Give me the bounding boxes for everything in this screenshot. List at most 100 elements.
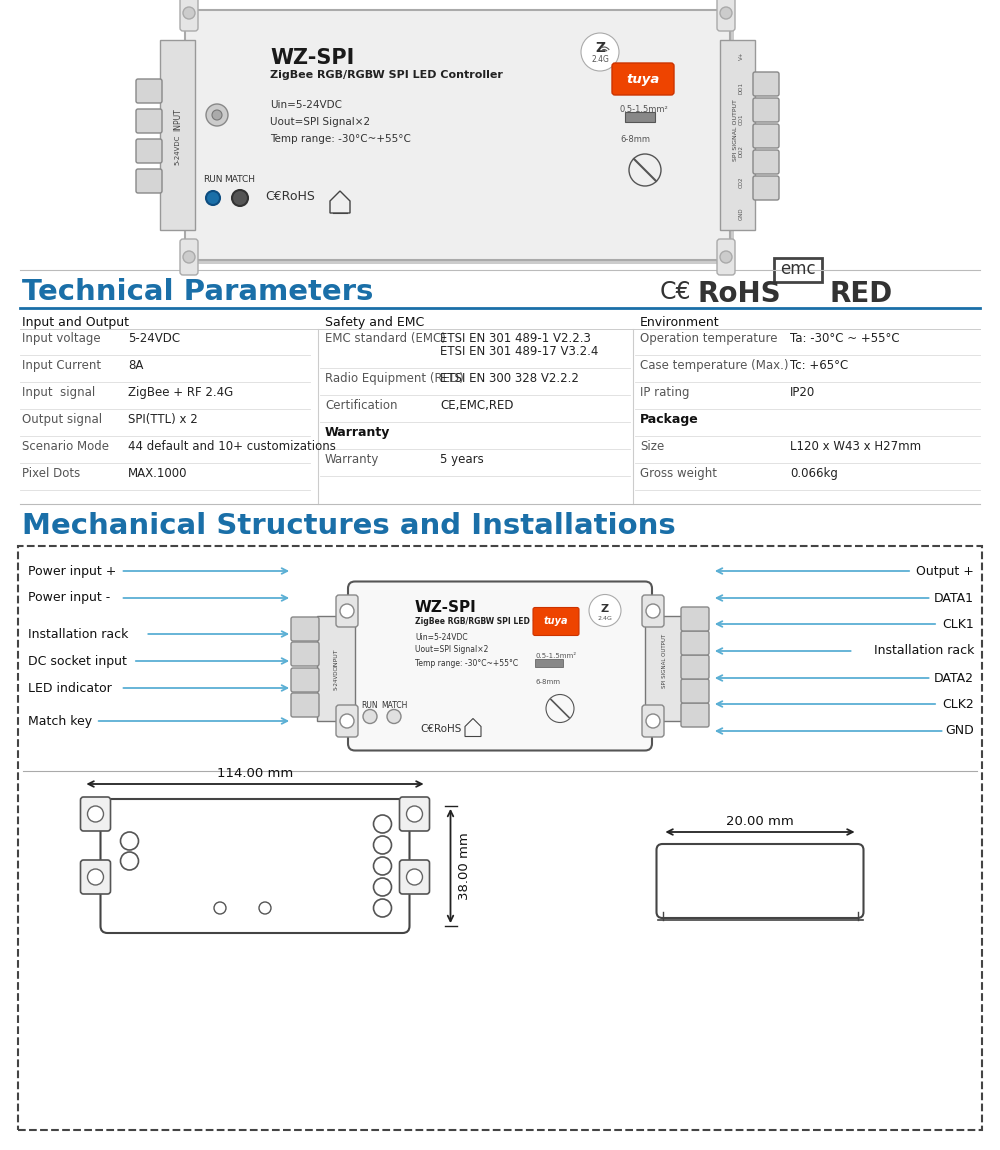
- Circle shape: [259, 902, 271, 914]
- FancyBboxPatch shape: [753, 98, 779, 122]
- Text: 0.5-1.5mm²: 0.5-1.5mm²: [620, 105, 669, 114]
- Circle shape: [183, 7, 195, 20]
- Text: ETSI EN 301 489-1 V2.2.3: ETSI EN 301 489-1 V2.2.3: [440, 332, 591, 345]
- FancyBboxPatch shape: [291, 693, 319, 716]
- Text: Uin=5-24VDC: Uin=5-24VDC: [415, 632, 468, 642]
- Text: 114.00 mm: 114.00 mm: [217, 767, 293, 780]
- Text: L120 x W43 x H27mm: L120 x W43 x H27mm: [790, 440, 921, 453]
- Bar: [18, 546, 982, 1130]
- Text: DO1: DO1: [738, 82, 744, 93]
- Bar: [535, 659, 563, 667]
- Circle shape: [581, 33, 619, 71]
- FancyBboxPatch shape: [533, 607, 579, 636]
- Circle shape: [406, 806, 422, 822]
- Text: Size: Size: [640, 440, 664, 453]
- FancyBboxPatch shape: [80, 860, 110, 894]
- Text: CLK1: CLK1: [942, 618, 974, 630]
- Text: 5-24VDC: 5-24VDC: [128, 332, 180, 345]
- Text: Input and Output: Input and Output: [22, 316, 129, 329]
- FancyBboxPatch shape: [717, 0, 735, 31]
- Circle shape: [374, 857, 392, 875]
- FancyBboxPatch shape: [681, 607, 709, 631]
- Text: Temp range: -30°C~+55°C: Temp range: -30°C~+55°C: [270, 135, 411, 144]
- Text: Z: Z: [601, 604, 609, 613]
- Text: Tc: +65°C: Tc: +65°C: [790, 359, 848, 371]
- FancyBboxPatch shape: [753, 176, 779, 200]
- Bar: [774, 258, 822, 282]
- Text: Warranty: Warranty: [325, 453, 379, 466]
- Text: GND: GND: [738, 208, 744, 221]
- FancyBboxPatch shape: [681, 678, 709, 703]
- FancyBboxPatch shape: [80, 797, 110, 831]
- Text: 5 years: 5 years: [440, 453, 484, 466]
- Text: C€RoHS: C€RoHS: [265, 190, 315, 204]
- Text: ETSI EN 300 328 V2.2.2: ETSI EN 300 328 V2.2.2: [440, 371, 579, 385]
- Text: 0.066kg: 0.066kg: [790, 467, 838, 480]
- FancyBboxPatch shape: [185, 10, 730, 260]
- FancyBboxPatch shape: [136, 169, 162, 193]
- FancyBboxPatch shape: [681, 631, 709, 655]
- Text: 8A: 8A: [128, 359, 143, 371]
- Circle shape: [120, 852, 138, 871]
- Text: INPUT: INPUT: [334, 649, 338, 667]
- Text: SPI SIGNAL OUTPUT: SPI SIGNAL OUTPUT: [662, 634, 666, 688]
- Text: 20.00 mm: 20.00 mm: [726, 815, 794, 828]
- Text: 2.4G: 2.4G: [591, 55, 609, 64]
- Text: Case temperature (Max.): Case temperature (Max.): [640, 359, 788, 371]
- FancyBboxPatch shape: [180, 0, 198, 31]
- FancyBboxPatch shape: [642, 595, 664, 627]
- FancyBboxPatch shape: [336, 595, 358, 627]
- Text: Pixel Dots: Pixel Dots: [22, 467, 80, 480]
- FancyBboxPatch shape: [681, 703, 709, 727]
- Text: Mechanical Structures and Installations: Mechanical Structures and Installations: [22, 512, 676, 540]
- FancyBboxPatch shape: [753, 124, 779, 148]
- Text: SPI SIGNAL OUTPUT: SPI SIGNAL OUTPUT: [733, 99, 738, 161]
- Circle shape: [720, 7, 732, 20]
- Circle shape: [387, 710, 401, 723]
- FancyBboxPatch shape: [656, 844, 864, 918]
- Text: Operation temperature: Operation temperature: [640, 332, 778, 345]
- FancyBboxPatch shape: [189, 14, 734, 264]
- Circle shape: [206, 191, 220, 205]
- Text: CLK2: CLK2: [942, 698, 974, 711]
- Text: Output signal: Output signal: [22, 413, 102, 426]
- FancyBboxPatch shape: [136, 79, 162, 104]
- Text: Safety and EMC: Safety and EMC: [325, 316, 424, 329]
- FancyBboxPatch shape: [100, 799, 410, 933]
- FancyBboxPatch shape: [717, 239, 735, 275]
- Text: 38.00 mm: 38.00 mm: [458, 833, 472, 899]
- Text: RoHS: RoHS: [698, 279, 782, 308]
- Bar: [625, 112, 655, 122]
- Text: LED indicator: LED indicator: [28, 682, 112, 695]
- Text: ZigBee RGB/RGBW SPI LED Controller: ZigBee RGB/RGBW SPI LED Controller: [270, 70, 503, 80]
- Text: emc: emc: [780, 260, 816, 278]
- Text: Uin=5-24VDC: Uin=5-24VDC: [270, 100, 342, 110]
- Text: Uout=SPI Signal×2: Uout=SPI Signal×2: [270, 117, 370, 126]
- FancyBboxPatch shape: [291, 642, 319, 666]
- Text: 0.5-1.5mm²: 0.5-1.5mm²: [535, 653, 576, 659]
- Text: 5-24VDC: 5-24VDC: [175, 135, 180, 166]
- FancyBboxPatch shape: [753, 72, 779, 95]
- Text: Power input +: Power input +: [28, 565, 116, 577]
- Text: CO1: CO1: [738, 114, 744, 125]
- Text: Input voltage: Input voltage: [22, 332, 101, 345]
- Circle shape: [88, 806, 104, 822]
- Text: Input Current: Input Current: [22, 359, 101, 371]
- Text: DATA2: DATA2: [934, 672, 974, 684]
- Circle shape: [374, 877, 392, 896]
- Text: Installation rack: Installation rack: [28, 628, 128, 641]
- Circle shape: [183, 251, 195, 263]
- Text: CE,EMC,RED: CE,EMC,RED: [440, 399, 514, 412]
- Text: ETSI EN 301 489-17 V3.2.4: ETSI EN 301 489-17 V3.2.4: [440, 345, 598, 358]
- Circle shape: [720, 251, 732, 263]
- Text: Ta: -30°C ~ +55°C: Ta: -30°C ~ +55°C: [790, 332, 900, 345]
- Circle shape: [646, 604, 660, 618]
- Circle shape: [406, 869, 422, 886]
- FancyBboxPatch shape: [400, 797, 430, 831]
- Circle shape: [340, 714, 354, 728]
- FancyBboxPatch shape: [612, 63, 674, 95]
- FancyBboxPatch shape: [348, 582, 652, 751]
- Text: MAX.1000: MAX.1000: [128, 467, 188, 480]
- Circle shape: [212, 110, 222, 120]
- Text: tuya: tuya: [626, 72, 660, 85]
